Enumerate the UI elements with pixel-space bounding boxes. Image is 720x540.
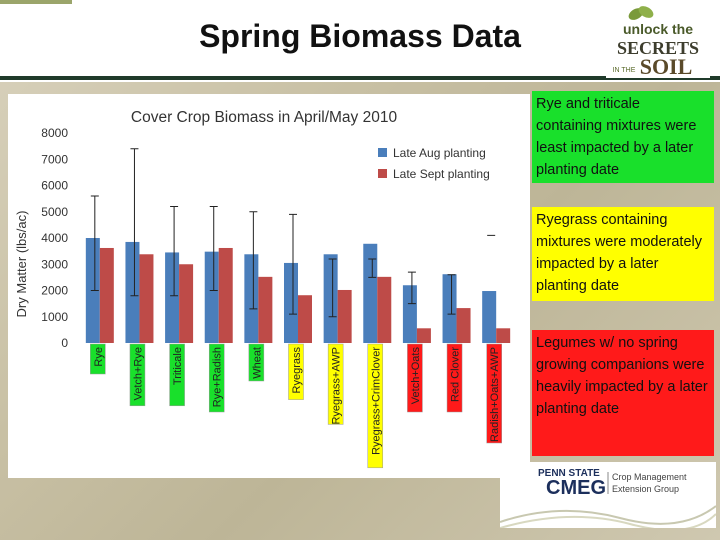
category-label: Radish+Oats+AWP <box>486 343 502 444</box>
error-bar <box>90 195 99 291</box>
note-heavily-impacted: Legumes w/ no spring growing companions … <box>532 330 714 456</box>
bar-sept <box>456 308 471 343</box>
cmeg-name: CMEG <box>546 477 606 499</box>
legend-swatch-sept <box>378 169 387 178</box>
logo-text-1: unlock the <box>623 21 693 37</box>
bar-aug <box>244 254 259 343</box>
category-label: Ryegrass+CrimClover <box>367 343 384 469</box>
logo-text-3: IN THE <box>613 67 636 74</box>
bar-aug <box>323 254 338 343</box>
bar-aug <box>204 251 219 343</box>
svg-text:Triticale: Triticale <box>172 347 184 385</box>
y-tick-label: 3000 <box>41 257 68 271</box>
error-bar-group <box>90 148 496 318</box>
logo-text-2: SECRETS <box>617 38 699 58</box>
y-tick-label: 4000 <box>41 231 68 245</box>
y-axis-ticks: 0 1000 2000 3000 4000 5000 6000 7000 8000 <box>41 126 68 350</box>
chart-title: Cover Crop Biomass in April/May 2010 <box>131 109 398 126</box>
chart-panel: Cover Crop Biomass in April/May 2010 Dry… <box>8 94 530 478</box>
error-bar <box>328 258 337 318</box>
bar-sept <box>258 276 273 343</box>
note-least-impacted: Rye and triticale containing mixtures we… <box>532 91 714 183</box>
y-axis-label: Dry Matter (lbs/ac) <box>14 211 29 318</box>
category-label: Triticale <box>169 343 185 407</box>
cmeg-line1: Crop Management <box>612 472 687 482</box>
bar-aug <box>442 274 457 343</box>
y-tick-label: 8000 <box>41 126 68 140</box>
category-label: Rye+Radish <box>208 343 225 413</box>
svg-text:Rye+Radish: Rye+Radish <box>212 347 224 407</box>
error-bar <box>209 206 218 291</box>
svg-text:Ryegrass+AWP: Ryegrass+AWP <box>331 347 343 425</box>
note-moderately-impacted: Ryegrass containing mixtures were modera… <box>532 207 714 301</box>
category-labels: Rye Vetch+Rye Triticale Rye+Radish Wheat Ryeg… <box>90 343 502 469</box>
bar-sept <box>99 247 114 343</box>
logo-text-4: SOIL <box>640 54 693 78</box>
y-tick-label: 5000 <box>41 205 68 219</box>
y-tick-label: 2000 <box>41 284 68 298</box>
svg-text:Red Clover: Red Clover <box>450 347 462 402</box>
svg-text:Ryegrass: Ryegrass <box>291 347 303 394</box>
biomass-chart: Cover Crop Biomass in April/May 2010 Dry… <box>14 109 511 469</box>
bar-aug <box>482 291 497 343</box>
title-bar <box>0 0 720 82</box>
bar-group <box>85 238 511 343</box>
svg-text:Wheat: Wheat <box>251 347 263 379</box>
unlock-secrets-soil-logo: unlock the SECRETS IN THE SOIL <box>606 4 710 78</box>
bar-sept <box>179 264 194 343</box>
bar-sept <box>139 254 154 343</box>
bar-aug <box>284 262 298 343</box>
category-label: Vetch+Rye <box>129 343 146 407</box>
error-bar <box>130 148 139 297</box>
y-tick-label: 1000 <box>41 310 68 324</box>
cmeg-line2: Extension Group <box>612 484 679 494</box>
error-bar <box>249 211 258 310</box>
category-label: Red Clover <box>446 343 463 413</box>
title-underline <box>0 76 720 80</box>
cmeg-org: PENN STATE <box>538 468 600 479</box>
y-tick-label: 7000 <box>41 152 68 166</box>
category-label: Wheat <box>248 343 265 382</box>
error-bar <box>447 274 456 315</box>
svg-text:Rye: Rye <box>93 347 105 367</box>
y-tick-label: 6000 <box>41 179 68 193</box>
bar-aug <box>402 285 417 343</box>
bar-sept <box>298 295 312 343</box>
legend-swatch-aug <box>378 148 387 157</box>
bar-aug <box>125 241 140 343</box>
category-label: Ryegrass+AWP <box>327 343 344 425</box>
bar-sept <box>218 247 233 343</box>
error-bar <box>407 271 416 305</box>
bar-sept <box>337 289 352 343</box>
legend-label-aug: Late Aug planting <box>393 146 486 160</box>
svg-text:Vetch+Rye: Vetch+Rye <box>132 347 144 401</box>
y-tick-label: 0 <box>61 336 68 350</box>
bar-aug <box>165 252 180 343</box>
bar-aug <box>363 243 378 343</box>
bar-sept <box>377 276 392 343</box>
category-label: Ryegrass <box>288 343 304 400</box>
error-bar <box>170 206 179 297</box>
svg-text:Ryegrass+CrimClover: Ryegrass+CrimClover <box>370 347 382 455</box>
chart-legend: Late Aug planting Late Sept planting <box>378 146 490 181</box>
slide-title: Spring Biomass Data <box>199 18 521 54</box>
penn-state-cmeg-logo: PENN STATE CMEG Crop Management Extensio… <box>500 462 716 528</box>
svg-text:Radish+Oats+AWP: Radish+Oats+AWP <box>489 347 501 442</box>
category-label: Vetch+Oats <box>407 343 423 413</box>
bar-sept <box>416 328 431 343</box>
bar-sept <box>496 328 511 343</box>
svg-text:Vetch+Oats: Vetch+Oats <box>410 347 422 405</box>
legend-label-sept: Late Sept planting <box>393 167 490 181</box>
error-bar <box>368 258 377 278</box>
error-bar <box>289 213 297 315</box>
top-left-accent <box>0 0 72 4</box>
category-label: Rye <box>90 343 106 375</box>
